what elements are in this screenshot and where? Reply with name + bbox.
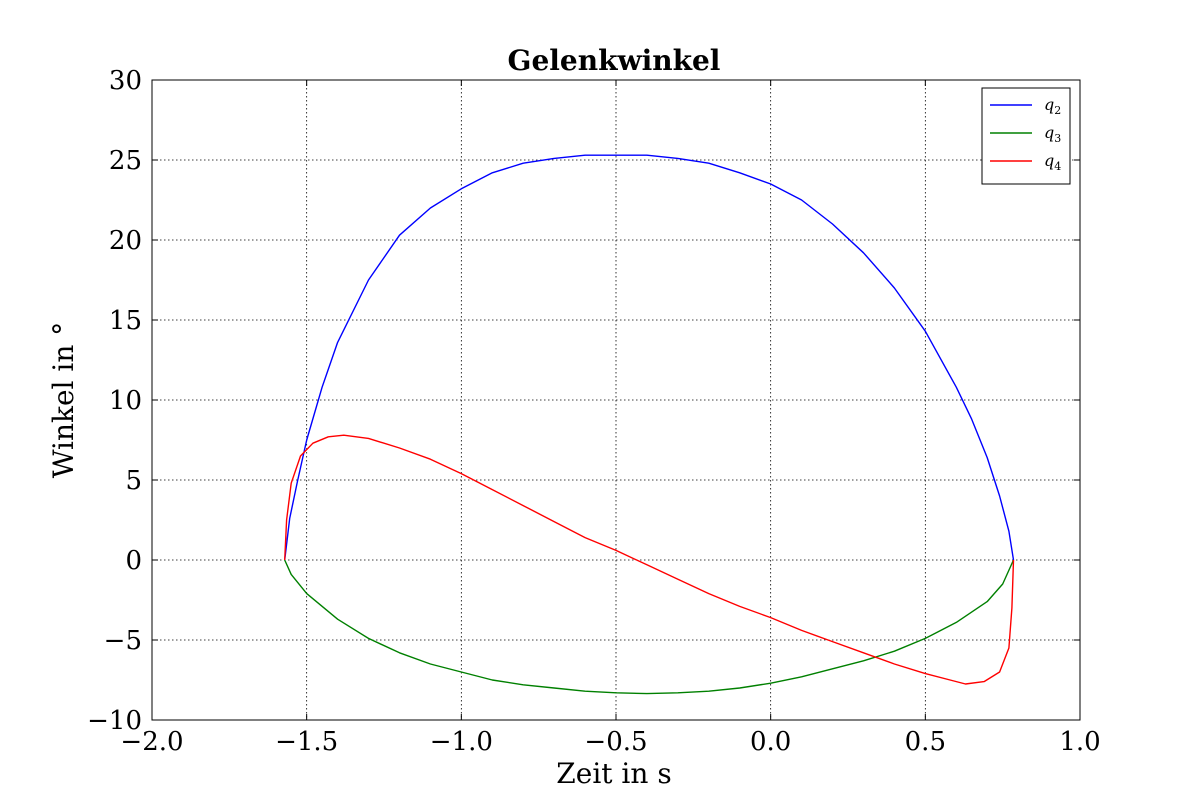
y-tick-label: −10	[87, 706, 142, 736]
y-tick-label: 5	[125, 466, 142, 496]
y-tick-label: 20	[109, 226, 142, 256]
x-axis-label: Zeit in s	[556, 757, 671, 790]
grid	[151, 79, 1081, 721]
x-tick-label: −1.0	[430, 727, 493, 757]
y-tick-label: 0	[125, 546, 142, 576]
y-tick-label: 25	[109, 146, 142, 176]
series-line-q2	[284, 154, 1015, 561]
x-tick-label: −2.0	[120, 727, 183, 757]
x-tick-label: 0.0	[750, 727, 791, 757]
y-tick-label: 15	[109, 306, 142, 336]
legend-label-subscript: 2	[1054, 104, 1061, 117]
x-tick-label: 1.0	[1059, 727, 1100, 757]
legend-box	[981, 87, 1071, 185]
y-tick-label: 30	[109, 66, 142, 96]
legend-label-base: q	[1044, 95, 1054, 114]
chart-title: Gelenkwinkel	[508, 44, 721, 77]
legend-label-q2: q2	[1044, 95, 1061, 117]
legend-label-base: q	[1044, 123, 1054, 142]
axis-ticks: −2.0 −1.5 −1.0 −0.5 0.0 0.5 1.0 −10 −5 0 5 10 15 20 25…	[87, 66, 1101, 757]
x-tick-label: −0.5	[584, 727, 647, 757]
x-tick-label: −1.5	[275, 727, 338, 757]
x-tick-label: 0.5	[905, 727, 946, 757]
y-tick-label: 10	[109, 386, 142, 416]
series-lines	[284, 154, 1015, 695]
legend-label-subscript: 4	[1054, 160, 1061, 173]
series-line-q4	[284, 434, 1015, 685]
legend-label-base: q	[1044, 151, 1054, 170]
y-tick-label: −5	[104, 626, 142, 656]
legend-label-q3: q3	[1044, 123, 1061, 145]
legend-label-q4: q4	[1044, 151, 1061, 173]
legend-label-subscript: 3	[1054, 132, 1061, 145]
series-line-q3	[284, 559, 1015, 695]
y-axis-label: Winkel in °	[47, 322, 80, 479]
